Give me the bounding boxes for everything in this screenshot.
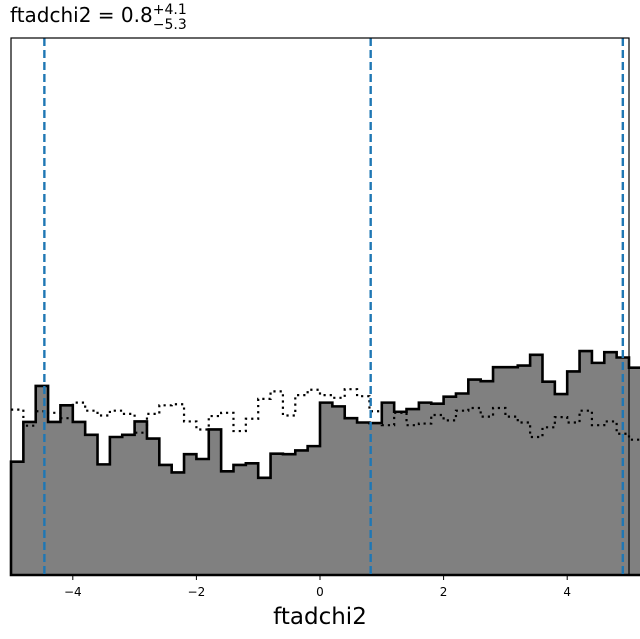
x-axis-ticks: −4 −2 0 2 4 [64,575,571,599]
chart-title: ftadchi2 = 0.8+4.1 −5.3 [10,2,187,33]
x-tick-label: 0 [316,585,324,599]
x-tick-label: −4 [64,585,82,599]
x-tick-label: 2 [440,585,448,599]
title-param: ftadchi2 [10,3,91,27]
quantile-lines [43,38,625,575]
title-value: 0.8 [121,3,153,27]
title-lower-error: −5.3 [153,17,187,33]
plot-area [9,37,640,577]
x-tick-label: −2 [188,585,206,599]
x-axis-label: ftadchi2 [273,604,367,630]
x-tick-label: 4 [563,585,571,599]
title-upper-error: +4.1 [153,2,187,18]
title-equals: = [91,3,120,27]
filled-histogram [11,351,640,575]
